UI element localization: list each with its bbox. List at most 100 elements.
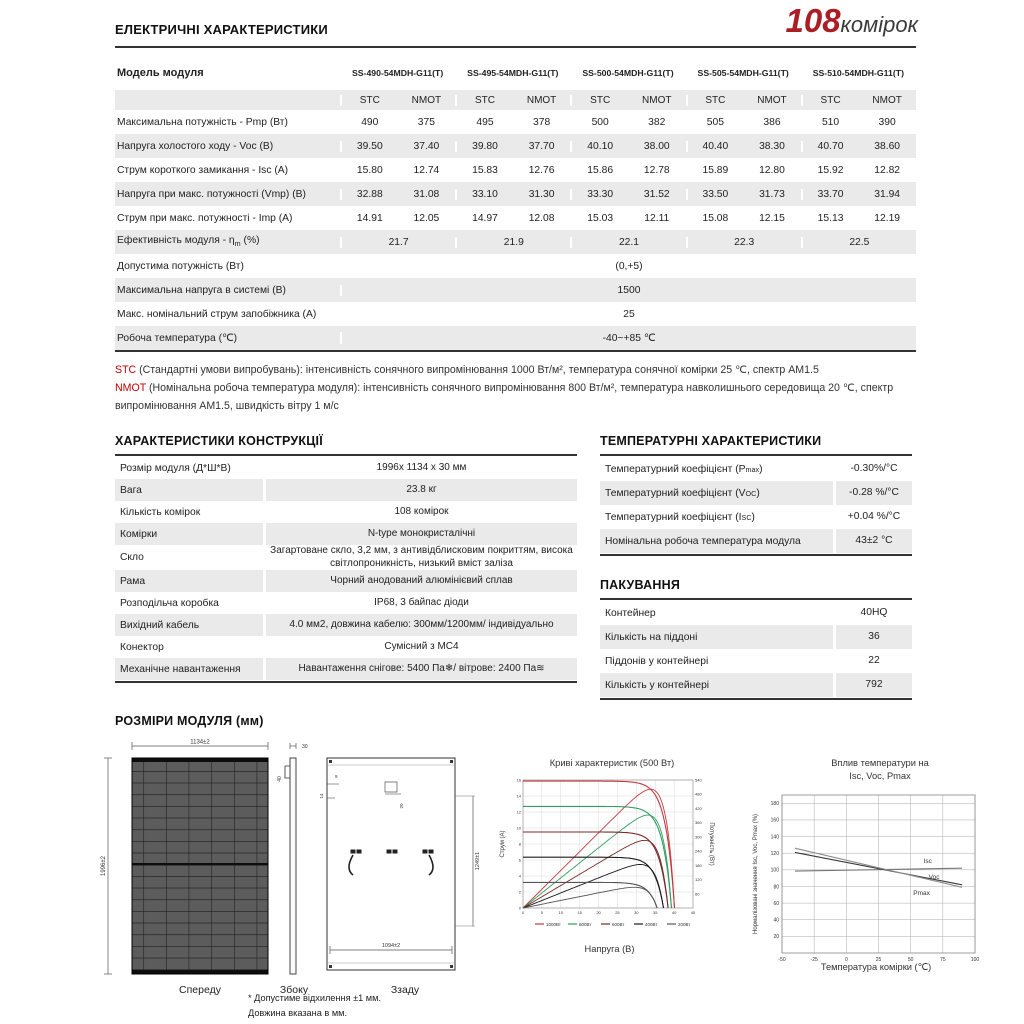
table-cell: 15.89	[685, 164, 744, 176]
table-cell: Загартоване скло, 3,2 мм, з антивідблиск…	[270, 545, 573, 569]
junction-box-cables	[348, 849, 434, 876]
table-row: Ефективність модуля - ηm (%) 21.7 21.9 22.1…	[115, 230, 916, 254]
svg-text:4: 4	[519, 874, 522, 879]
table-cell: OC	[745, 488, 757, 498]
table-cell: 15.80	[340, 164, 398, 176]
table-cell: 31.73	[759, 188, 785, 200]
table-cell: 1996х 1134 х 30 мм	[376, 461, 467, 473]
svg-text:Pmax: Pmax	[913, 890, 930, 897]
back-view-drawing: 9 14 20 1249±1 1094±2	[319, 757, 481, 971]
table-row: Модель модуля SS-490-54MDH-G11(T) SS-495-5…	[115, 56, 916, 90]
table-cell: Напруга холостого ходу - Voc (В)	[117, 140, 274, 152]
table-cell: 32.88	[340, 188, 398, 200]
table-cell: Температурний коефіцієнт (I SC )	[605, 511, 755, 523]
iv-chart-title: Криві характеристик (500 Вт)	[549, 758, 675, 768]
table-row: Номінальна робоча температура модула 43±2…	[600, 529, 912, 553]
solar-panel-back	[326, 757, 456, 971]
svg-text:2: 2	[519, 890, 522, 895]
svg-text:16: 16	[517, 778, 522, 783]
svg-text:0: 0	[845, 957, 848, 963]
table-cell: m	[234, 239, 241, 249]
table-cell: 12.76	[528, 164, 555, 176]
svg-text:540: 540	[695, 778, 702, 783]
temperature-table: Температурний коефіцієнт (P max ) -0.30%/°…	[600, 454, 912, 556]
dimension-notes: * Допустиме відхилення ±1 мм. Довжина вк…	[248, 991, 381, 1021]
svg-text:360: 360	[695, 820, 702, 825]
table-cell: Вага	[115, 479, 263, 501]
table-cell: Піддонів у контейнері	[605, 655, 709, 667]
table-cell: 21.9	[455, 236, 570, 248]
table-cell: 505	[685, 116, 744, 128]
packaging-title: ПАКУВАННЯ	[600, 578, 680, 592]
electrical-title: ЕЛЕКТРИЧНІ ХАРАКТЕРИСТИКИ	[115, 22, 328, 37]
table-cell: 36	[836, 625, 912, 649]
table-cell: 390	[878, 116, 896, 128]
table-cell: N-type монокристалічні	[266, 523, 577, 545]
svg-text:6: 6	[519, 858, 522, 863]
svg-text:15: 15	[577, 910, 582, 915]
nmot-text: (Номінальна робоча температура модуля): …	[115, 382, 894, 413]
table-cell: Комірки	[115, 523, 263, 545]
svg-text:0: 0	[522, 910, 525, 915]
svg-text:25: 25	[615, 910, 620, 915]
table-cell: 21.7	[340, 236, 455, 248]
side-view-drawing: 30 40	[277, 743, 308, 975]
svg-text:Нормалізовані значення Isc, Vo: Нормалізовані значення Isc, Voc, Pmax (%…	[753, 814, 759, 934]
svg-text:Isc: Isc	[924, 858, 933, 865]
svg-text:80: 80	[773, 884, 779, 890]
table-cell: 40.70	[800, 140, 859, 152]
table-cell: 510	[800, 116, 859, 128]
table-cell: 500	[570, 116, 628, 128]
dim-depth-label: 30	[302, 744, 308, 750]
table-cell: Напруга при макс. потужності (Vmp) (В)	[117, 188, 306, 200]
table-cell: Кількість у контейнері	[600, 673, 833, 697]
table-cell: 12.11	[644, 212, 670, 224]
table-row: Кількість комірок 108 комірок	[115, 501, 577, 523]
svg-text:120: 120	[771, 851, 780, 857]
table-cell: 39.50	[340, 140, 398, 152]
svg-text:600Вт: 600Вт	[612, 922, 624, 927]
table-cell: 33.30	[570, 188, 628, 200]
dim-width-label: 1134±2	[190, 740, 210, 746]
table-row: Напруга холостого ходу - Voc (В) 39.50 37.…	[115, 134, 916, 158]
table-cell: Струм короткого замикання - Isc (А)	[117, 164, 289, 176]
table-cell: Макс. номінальний струм запобіжника (А)	[117, 308, 317, 320]
table-cell: Чорний анодований алюмінієвий сплав	[266, 570, 577, 592]
table-cell: max	[745, 464, 760, 474]
header-rule	[115, 46, 916, 48]
table-cell: 38.00	[643, 140, 670, 152]
svg-text:40: 40	[672, 910, 677, 915]
table-cell: +0.04 %/°C	[847, 510, 901, 522]
tolerance-note: * Допустиме відхилення ±1 мм.	[248, 993, 381, 1003]
table-row: Температурний коефіцієнт (I SC ) +0.04 %/°…	[600, 505, 912, 529]
dim-height-label: 1996±2	[101, 855, 107, 876]
temperature-title: ТЕМПЕРАТУРНІ ХАРАКТЕРИСТИКИ	[600, 434, 822, 448]
table-row: STC NMOT STC NMOT STC NMOT STC NMOT STC NMOT	[115, 90, 916, 110]
table-cell: 22.3	[685, 236, 801, 248]
table-row: Конектор Сумісний з MC4	[115, 636, 577, 658]
table-cell: Максимальна потужність - Pmp (Вт)	[117, 116, 288, 128]
table-cell: Ефективність модуля - ηm (%)	[117, 235, 260, 249]
table-cell: 33.50	[685, 188, 744, 200]
temp-chart-title: Вплив температури на Isc, Voc, Pmax	[765, 757, 995, 783]
table-row: Розмір модуля (Д*Ш*В) 1996х 1134 х 30 мм	[115, 457, 577, 479]
table-cell: 4.0 мм2, довжина кабелю: 300мм/1200мм/ і…	[266, 614, 577, 636]
table-cell: 12.80	[759, 164, 785, 176]
table-cell: SS-505-54MDH-G11(T)	[697, 68, 789, 78]
table-cell: 33.10	[455, 188, 513, 200]
table-cell: SS-495-54MDH-G11(T)	[467, 68, 559, 78]
table-cell: STC	[570, 94, 628, 106]
svg-text:20: 20	[773, 934, 779, 940]
table-cell: 40HQ	[860, 606, 888, 618]
logo-text: комірок	[840, 12, 918, 37]
svg-text:25: 25	[876, 957, 882, 963]
construction-table: Розмір модуля (Д*Ш*В) 1996х 1134 х 30 мм В…	[115, 454, 577, 683]
table-cell: NMOT	[757, 94, 787, 106]
svg-text:14: 14	[517, 794, 522, 799]
table-cell: 31.94	[874, 188, 901, 200]
table-cell: 792	[836, 673, 912, 697]
table-row: Механічне навантаження Навантаження сніго…	[115, 658, 577, 680]
table-cell: 12.19	[874, 212, 901, 224]
table-cell: -40~+85 ℃	[340, 332, 916, 344]
